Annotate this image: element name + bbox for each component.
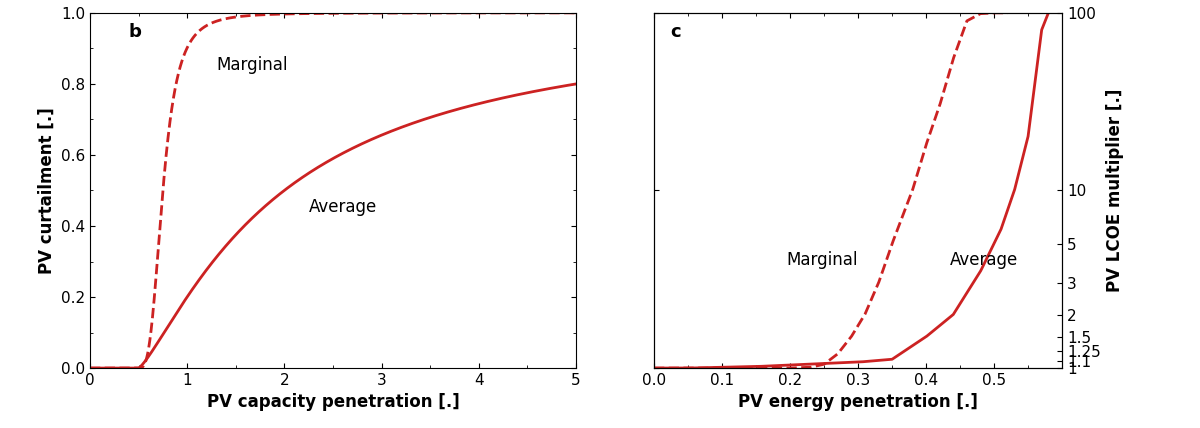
Y-axis label: PV LCOE multiplier [.]: PV LCOE multiplier [.] [1106,89,1124,292]
Text: Marginal: Marginal [216,56,288,74]
Text: Marginal: Marginal [787,251,858,269]
X-axis label: PV energy penetration [.]: PV energy penetration [.] [738,393,978,411]
Text: b: b [128,24,142,42]
Text: Average: Average [950,251,1018,269]
Text: Average: Average [308,198,377,216]
Text: c: c [671,24,680,42]
X-axis label: PV capacity penetration [.]: PV capacity penetration [.] [206,393,460,411]
Y-axis label: PV curtailment [.]: PV curtailment [.] [37,107,55,274]
